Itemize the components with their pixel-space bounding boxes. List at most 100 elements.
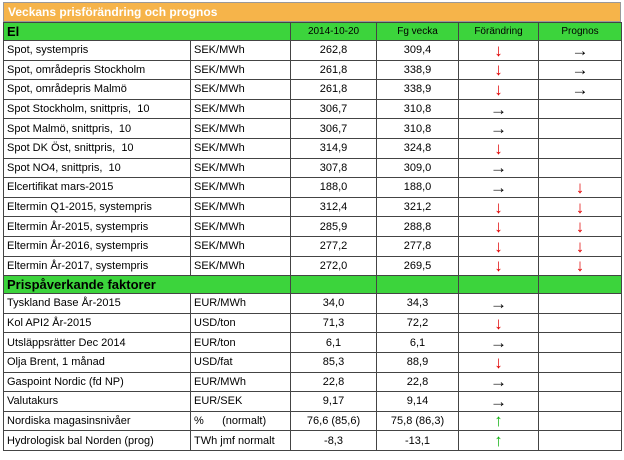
unit: TWh jmf normalt xyxy=(189,430,292,451)
change-arrow: ↑ xyxy=(458,430,540,451)
change-arrow: ↓ xyxy=(458,312,540,334)
item-label: Eltermin År-2017, systempris xyxy=(3,255,191,277)
column-header: Prognos xyxy=(538,22,623,41)
empty-cell xyxy=(538,391,623,412)
empty-cell xyxy=(538,332,623,353)
unit: SEK/MWh xyxy=(189,255,292,277)
empty-cell xyxy=(538,430,623,451)
current-value: 306,7 xyxy=(290,118,378,139)
column-header-blank xyxy=(538,275,623,295)
change-arrow: → xyxy=(458,293,540,314)
table-row: Tyskland Base År-2015 EUR/MWh 34,0 34,3 → xyxy=(3,293,623,314)
unit: SEK/MWh xyxy=(189,98,292,120)
previous-value: 324,8 xyxy=(376,137,460,159)
current-value: 76,6 (85,6) xyxy=(290,410,378,432)
change-arrow: ↓ xyxy=(458,216,540,237)
previous-value: 9,14 xyxy=(376,391,460,412)
previous-value: 338,9 xyxy=(376,79,460,100)
unit: SEK/MWh xyxy=(189,196,292,218)
previous-value: 277,8 xyxy=(376,235,460,257)
current-value: 71,3 xyxy=(290,312,378,334)
previous-value: 188,0 xyxy=(376,177,460,198)
current-value: 277,2 xyxy=(290,235,378,257)
item-label: Valutakurs xyxy=(3,391,191,412)
table-row: Gaspoint Nordic (fd NP) EUR/MWh 22,8 22,8 → xyxy=(3,371,623,393)
unit: SEK/MWh xyxy=(189,216,292,237)
forecast-arrow: ↓ xyxy=(538,255,623,277)
column-header-blank xyxy=(458,275,540,295)
change-arrow: ↓ xyxy=(458,196,540,218)
empty-cell xyxy=(538,118,623,139)
title-bar: Veckans prisförändring och prognos xyxy=(3,2,621,22)
table-row: Nordiska magasinsnivåer% (normalt) 76,6 (… xyxy=(3,410,623,432)
forecast-arrow: ↓ xyxy=(538,177,623,198)
unit: SEK/MWh xyxy=(189,157,292,179)
change-arrow: → xyxy=(458,177,540,198)
table-row: Spot DK Öst, snittpris, 10 SEK/MWh 314,9 32… xyxy=(3,137,623,159)
table-row: Spot NO4, snittpris, 10 SEK/MWh 307,8 309,0… xyxy=(3,157,623,179)
previous-value: 88,9 xyxy=(376,351,460,373)
current-value: 85,3 xyxy=(290,351,378,373)
empty-cell xyxy=(538,410,623,432)
column-header: 2014-10-20 xyxy=(290,22,378,41)
item-label: Eltermin År-2015, systempris xyxy=(3,216,191,237)
current-value: 6,1 xyxy=(290,332,378,353)
previous-value: 321,2 xyxy=(376,196,460,218)
unit: EUR/ton xyxy=(189,332,292,353)
item-label: Spot Malmö, snittpris, 10 xyxy=(3,118,191,139)
current-value: 262,8 xyxy=(290,40,378,61)
change-arrow: → xyxy=(458,332,540,353)
item-label: Spot, områdepris Malmö xyxy=(3,79,191,100)
previous-value: 288,8 xyxy=(376,216,460,237)
table-row: Eltermin År-2016, systempris SEK/MWh 277,2… xyxy=(3,235,623,257)
item-label: Spot DK Öst, snittpris, 10 xyxy=(3,137,191,159)
item-label: Utsläppsrätter Dec 2014 xyxy=(3,332,191,353)
item-label: Hydrologisk bal Norden (prog) xyxy=(3,430,191,451)
table-row: Spot, områdepris Malmö SEK/MWh 261,8 338,9 ↓… xyxy=(3,79,623,100)
change-arrow: → xyxy=(458,98,540,120)
item-label: Tyskland Base År-2015 xyxy=(3,293,191,314)
current-value: 188,0 xyxy=(290,177,378,198)
empty-cell xyxy=(538,351,623,373)
unit: SEK/MWh xyxy=(189,235,292,257)
item-label: Kol API2 År-2015 xyxy=(3,312,191,334)
column-header-blank xyxy=(290,275,378,295)
change-arrow: ↓ xyxy=(458,255,540,277)
current-value: 34,0 xyxy=(290,293,378,314)
current-value: 285,9 xyxy=(290,216,378,237)
previous-value: 34,3 xyxy=(376,293,460,314)
unit: SEK/MWh xyxy=(189,79,292,100)
current-value: 261,8 xyxy=(290,79,378,100)
forecast-arrow: ↓ xyxy=(538,216,623,237)
table-row: Olja Brent, 1 månad USD/fat 85,3 88,9 ↓ xyxy=(3,351,623,373)
current-value: 9,17 xyxy=(290,391,378,412)
table-row: Spot Malmö, snittpris, 10 SEK/MWh 306,7 310… xyxy=(3,118,623,139)
section-title: Prispåverkande faktorer xyxy=(2,275,292,295)
item-label: Eltermin Q1-2015, systempris xyxy=(3,196,191,218)
column-header: Förändring xyxy=(458,22,540,41)
previous-value: 310,8 xyxy=(376,98,460,120)
unit: EUR/SEK xyxy=(189,391,292,412)
current-value: 272,0 xyxy=(290,255,378,277)
previous-value: 310,8 xyxy=(376,118,460,139)
forecast-arrow: → xyxy=(538,79,623,100)
table-row: Kol API2 År-2015 USD/ton 71,3 72,2 ↓ xyxy=(3,312,623,334)
current-value: 312,4 xyxy=(290,196,378,218)
change-arrow: ↓ xyxy=(458,59,540,81)
item-label: Spot, systempris xyxy=(3,40,191,61)
item-label: Olja Brent, 1 månad xyxy=(3,351,191,373)
current-value: -8,3 xyxy=(290,430,378,451)
unit: EUR/MWh xyxy=(189,371,292,393)
unit: SEK/MWh xyxy=(189,137,292,159)
change-arrow: ↓ xyxy=(458,79,540,100)
section-title: El xyxy=(2,22,292,41)
unit: USD/ton xyxy=(189,312,292,334)
current-value: 22,8 xyxy=(290,371,378,393)
change-arrow: → xyxy=(458,118,540,139)
unit: SEK/MWh xyxy=(189,177,292,198)
unit: SEK/MWh xyxy=(189,59,292,81)
forecast-arrow: → xyxy=(538,59,623,81)
change-arrow: ↓ xyxy=(458,351,540,373)
table-row: Elcertifikat mars-2015 SEK/MWh 188,0 188,0 →… xyxy=(3,177,623,198)
previous-value: 269,5 xyxy=(376,255,460,277)
